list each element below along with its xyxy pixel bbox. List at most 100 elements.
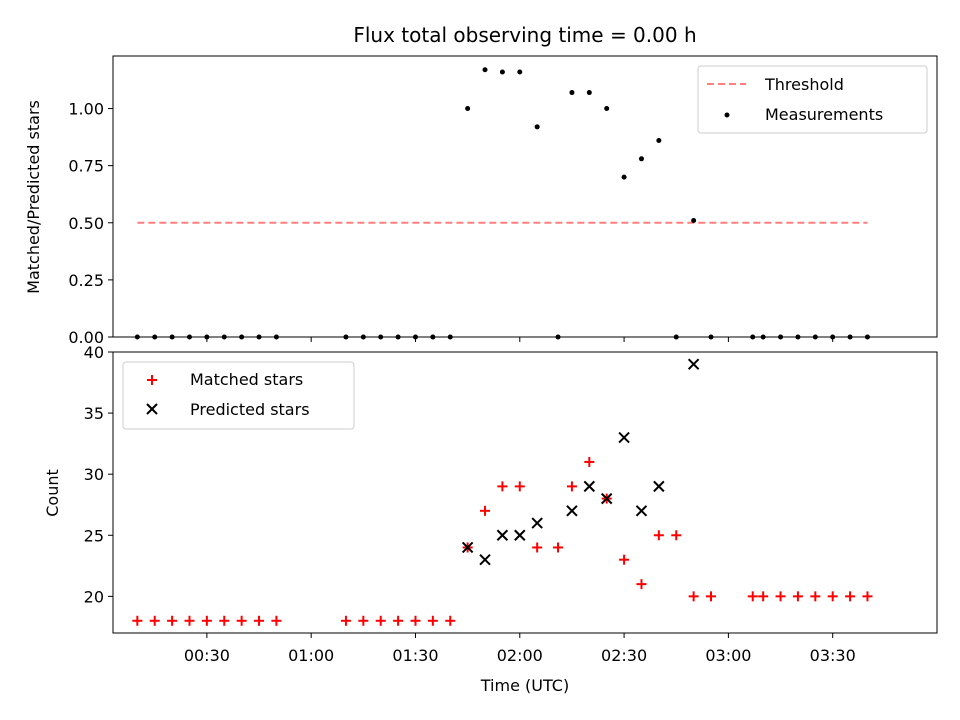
matched-star-point (636, 579, 647, 590)
matched-star-point (747, 591, 758, 602)
bottom-plot-elements (132, 358, 873, 626)
matched-star-point (532, 542, 543, 553)
top-legend-measurements-swatch (724, 112, 730, 118)
matched-star-point (167, 615, 178, 626)
measurement-point (482, 67, 488, 73)
matched-star-point (445, 615, 456, 626)
predicted-star-mark (496, 529, 509, 541)
predicted-star-mark (687, 358, 700, 370)
measurement-point (499, 69, 505, 75)
bottom-y-tick-label: 40 (84, 343, 104, 362)
measurement-point (534, 124, 540, 130)
bottom-x-tick-label: 00:30 (184, 646, 230, 665)
measurement-point (569, 90, 575, 96)
predicted-star-point (566, 505, 578, 517)
bottom-x-tick-label: 01:00 (288, 646, 334, 665)
top-chart-title: Flux total observing time = 0.00 h (353, 23, 696, 47)
matched-star-point (845, 591, 856, 602)
top-y-ticks: 0.00 0.25 0.50 0.75 1.00 (68, 100, 113, 347)
predicted-star-mark (566, 505, 578, 517)
matched-star-point (671, 530, 682, 541)
matched-star-point (375, 615, 386, 626)
matched-star-point (497, 481, 508, 492)
bottom-x-tick-label: 02:30 (601, 646, 647, 665)
matched-star-point (393, 615, 404, 626)
bottom-legend-predicted-swatch (146, 403, 158, 415)
matched-star-point (688, 591, 699, 602)
matched-star-point (340, 615, 351, 626)
predicted-star-point (635, 505, 648, 517)
matched-star-point (201, 615, 212, 626)
top-legend-box (697, 65, 928, 134)
matched-star-point (810, 591, 821, 602)
predicted-star-mark (461, 541, 474, 554)
top-panel: 0.00 0.25 0.50 0.75 1.00 Matched/Predicted s… (24, 55, 938, 347)
bottom-y-tick-label: 20 (84, 587, 104, 606)
top-y-tick-label: 0.25 (68, 271, 104, 290)
predicted-star-point (531, 517, 543, 529)
matched-star-point (827, 591, 838, 602)
measurement-point (656, 138, 662, 144)
matched-star-point (254, 615, 265, 626)
matched-star-point (184, 615, 195, 626)
matched-star-point (758, 591, 769, 602)
predicted-star-point (687, 358, 700, 370)
matched-star-point (236, 615, 247, 626)
matched-star-point (566, 481, 577, 492)
top-y-tick-label: 0.00 (68, 328, 104, 347)
top-y-tick-label: 0.50 (68, 214, 104, 233)
predicted-star-point (514, 529, 526, 541)
bottom-y-ticks: 20 25 30 35 40 (84, 343, 113, 606)
predicted-star-point (618, 431, 630, 444)
predicted-star-mark (600, 492, 613, 505)
x-axis-label: Time (UTC) (480, 676, 569, 695)
bottom-panel: 20 25 30 35 40 00:30 01:00 01:30 02:00 02:30 03:0… (43, 343, 938, 695)
bottom-legend-matched-label: Matched stars (190, 370, 303, 389)
predicted-star-point (461, 541, 474, 554)
predicted-star-point (479, 553, 491, 566)
matched-star-point (410, 615, 421, 626)
matched-star-point (427, 615, 438, 626)
measurement-point (621, 174, 627, 180)
measurement-point (465, 106, 471, 112)
bottom-y-tick-label: 30 (84, 465, 104, 484)
matched-star-point (271, 615, 282, 626)
bottom-x-ticks: 00:30 01:00 01:30 02:00 02:30 03:00 03:30 (184, 633, 856, 665)
predicted-star-mark (531, 517, 543, 529)
measurement-point (604, 106, 610, 112)
predicted-star-mark (635, 505, 648, 517)
matched-star-point (862, 591, 873, 602)
matched-star-point (792, 591, 803, 602)
top-legend-threshold-label: Threshold (764, 75, 844, 94)
predicted-star-point (496, 529, 509, 541)
matched-star-point (514, 481, 525, 492)
top-legend: Threshold Measurements (697, 65, 928, 134)
bottom-axes-frame (112, 351, 938, 634)
top-legend-measurements-label: Measurements (765, 105, 883, 124)
bottom-legend: Matched stars Predicted stars (122, 361, 355, 430)
top-y-axis-label: Matched/Predicted stars (24, 100, 43, 294)
matched-star-point (149, 615, 160, 626)
bottom-y-tick-label: 25 (84, 526, 104, 545)
matched-star-point (584, 456, 595, 467)
measurement-point (638, 156, 644, 162)
top-x-ticks (206, 337, 834, 342)
matched-star-point (775, 591, 786, 602)
measurement-point (691, 217, 697, 223)
bottom-x-tick-label: 03:30 (810, 646, 856, 665)
matched-star-point (706, 591, 717, 602)
predicted-star-point (653, 480, 665, 493)
bottom-legend-box (122, 361, 355, 430)
measurement-point (517, 69, 523, 75)
matched-star-point (358, 615, 369, 626)
predicted-star-point (583, 480, 596, 493)
bottom-legend-predicted-label: Predicted stars (190, 400, 310, 419)
matched-star-point (132, 615, 143, 626)
bottom-y-axis-label: Count (43, 469, 62, 517)
bottom-x-tick-label: 03:00 (705, 646, 751, 665)
measurement-point (586, 90, 592, 96)
matched-star-point (219, 615, 230, 626)
predicted-star-mark (653, 480, 665, 493)
predicted-star-mark (479, 553, 491, 566)
